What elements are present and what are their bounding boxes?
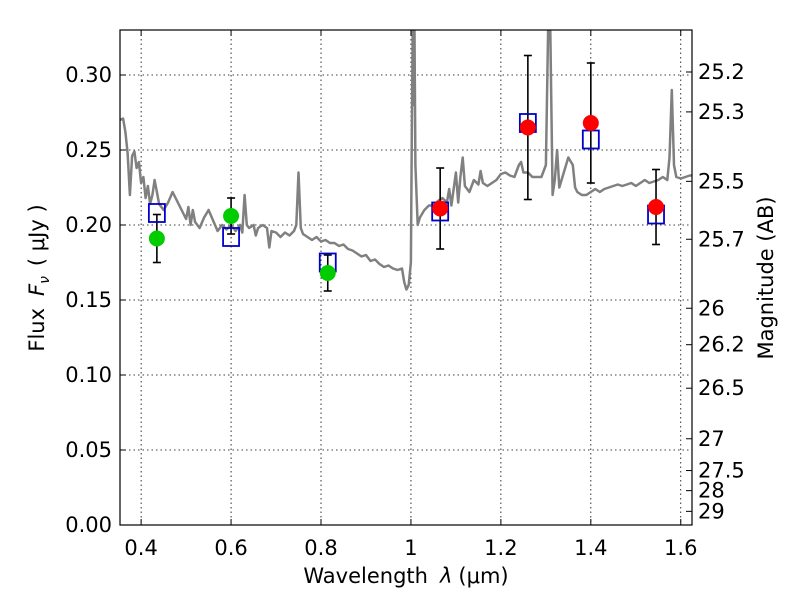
observed-photometry-point bbox=[432, 200, 449, 217]
y-tick-label: 0.05 bbox=[65, 438, 112, 462]
data-layer bbox=[120, 30, 692, 291]
y2-tick-label: 26.2 bbox=[698, 333, 745, 357]
y2-tick-label: 27.5 bbox=[698, 459, 745, 483]
y2-tick-label: 26 bbox=[698, 296, 725, 320]
y2-axis-label: Magnitude (AB) bbox=[754, 196, 778, 359]
y2-tick-label: 25.5 bbox=[698, 169, 745, 193]
y2-tick-label: 26.5 bbox=[698, 376, 745, 400]
y2-tick-label: 25.3 bbox=[698, 100, 745, 124]
model-photometry-point bbox=[222, 227, 240, 247]
y-tick-label: 0.30 bbox=[65, 63, 112, 87]
x-tick-label: 0.6 bbox=[214, 536, 247, 560]
y-tick-label: 0.20 bbox=[65, 213, 112, 237]
y-tick-label: 0.00 bbox=[65, 513, 112, 537]
x-tick-label: 1 bbox=[404, 536, 417, 560]
observed-photometry-point bbox=[648, 199, 665, 215]
plot-frame bbox=[119, 29, 693, 526]
y2-tick-label: 25.2 bbox=[698, 60, 745, 84]
ticks: 0.4 0.6 0.8 1 1.2 1.4 1.6 0.00 0.05 0.10 0.15 0.20 0… bbox=[65, 30, 745, 560]
observed-photometry-point bbox=[582, 115, 599, 131]
x-tick-label: 1.4 bbox=[574, 536, 607, 560]
y-tick-label: 0.25 bbox=[65, 138, 112, 162]
y2-tick-label: 28 bbox=[698, 479, 725, 503]
x-tick-label: 0.4 bbox=[124, 536, 157, 560]
marker-layer bbox=[147, 113, 665, 281]
y-tick-label: 0.10 bbox=[65, 363, 112, 387]
observed-photometry-point bbox=[319, 265, 336, 281]
y2-tick-label: 27 bbox=[698, 427, 725, 451]
observed-photometry-point bbox=[148, 230, 165, 247]
x-axis-label: Wavelength λ (μm) bbox=[303, 564, 508, 588]
x-tick-label: 0.8 bbox=[304, 536, 337, 560]
observed-photometry-point bbox=[223, 208, 240, 224]
y2-tick-label: 25.7 bbox=[698, 227, 745, 251]
y-tick-label: 0.15 bbox=[65, 288, 112, 312]
spectrum-line bbox=[120, 30, 692, 291]
plot-area bbox=[120, 30, 692, 525]
x-tick-label: 1.2 bbox=[484, 536, 517, 560]
y-axis-label: FluxFν( μJy ) bbox=[25, 204, 53, 351]
y2-tick-label: 29 bbox=[698, 499, 725, 523]
x-tick-label: 1.6 bbox=[664, 536, 697, 560]
model-photometry-point bbox=[147, 203, 166, 223]
observed-photometry-point bbox=[519, 119, 536, 136]
